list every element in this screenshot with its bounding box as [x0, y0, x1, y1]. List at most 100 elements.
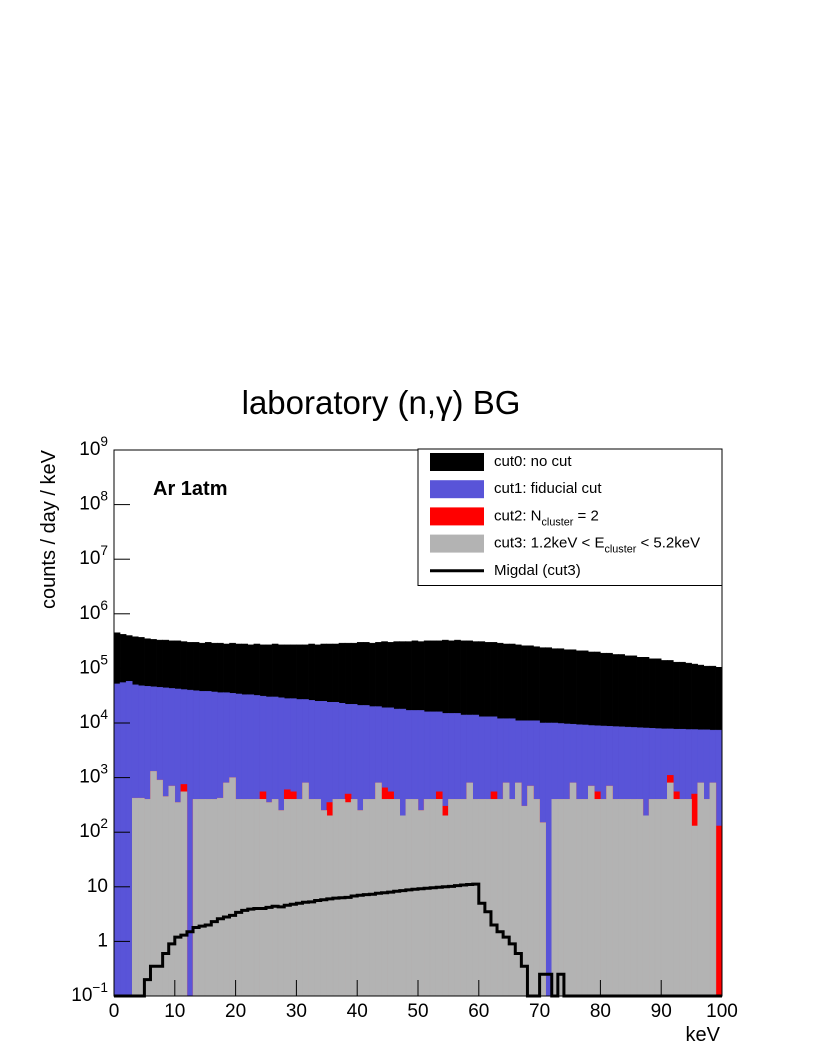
histogram-bar: [192, 799, 200, 997]
histogram-bar: [618, 799, 625, 997]
x-tick-label: 10: [164, 1001, 185, 1022]
histogram-bar: [271, 799, 279, 997]
histogram-bar: [630, 799, 638, 997]
legend-swatch: [430, 453, 484, 471]
histogram-bar: [508, 799, 516, 997]
histogram-bar: [466, 782, 473, 997]
y-tick-label: 103: [79, 762, 108, 788]
histogram-bar: [180, 791, 188, 997]
histogram-bar: [612, 799, 619, 997]
histogram-bar: [265, 802, 273, 997]
histogram-bar: [235, 799, 242, 997]
y-tick-label: 1: [97, 930, 108, 951]
histogram-bar: [369, 799, 376, 997]
histogram-bar: [326, 815, 334, 997]
legend-swatch: [430, 507, 484, 526]
histogram-bar: [198, 799, 206, 997]
histogram-bar: [697, 782, 705, 997]
histogram-bar: [545, 722, 553, 997]
histogram-bar: [709, 782, 717, 997]
histogram-bar: [460, 799, 467, 997]
histogram-bar: [399, 815, 407, 997]
x-tick-label: 60: [468, 1001, 489, 1022]
histogram-bar: [138, 797, 145, 997]
histogram-bar: [533, 799, 540, 997]
histogram-bar: [296, 799, 303, 997]
histogram-bar: [454, 799, 461, 997]
x-tick-label: 80: [590, 1001, 611, 1022]
histogram-bar: [648, 799, 656, 997]
histogram-bar: [131, 797, 139, 997]
histogram-bar: [229, 777, 236, 997]
histogram-bar: [174, 802, 182, 997]
x-tick-label: 50: [407, 1001, 428, 1022]
histogram-bar: [435, 799, 443, 997]
histogram-bar: [679, 799, 686, 997]
histogram-bar: [411, 799, 419, 997]
histogram-bar: [417, 810, 425, 997]
histogram-bar: [600, 799, 607, 997]
histogram-bar: [484, 799, 492, 997]
chart-title: laboratory (n,γ) BG: [242, 384, 521, 421]
annotation: Ar 1atm: [153, 478, 227, 500]
histogram-bar: [654, 799, 662, 997]
histogram-bar: [606, 785, 613, 997]
histogram-bar: [581, 799, 589, 997]
histogram-bar: [636, 799, 644, 997]
histogram-bar: [314, 799, 321, 997]
histogram-bar: [551, 799, 559, 997]
histogram-bar: [667, 782, 674, 997]
legend-swatch: [430, 534, 484, 553]
histogram-bar: [575, 799, 583, 997]
y-tick-label: 105: [79, 653, 108, 679]
histogram-bar: [496, 799, 504, 997]
histogram-bar: [119, 682, 127, 997]
histogram-bar: [283, 799, 291, 997]
histogram-bar: [356, 810, 364, 997]
x-tick-label: 40: [347, 1001, 368, 1022]
y-tick-label: 108: [79, 489, 108, 515]
y-tick-label: 10−1: [71, 980, 108, 1006]
histogram-bar: [363, 799, 370, 997]
legend-label: cut3: 1.2keV < Ecluster < 5.2keV: [494, 535, 700, 556]
histogram-bar: [660, 799, 668, 997]
y-axis-label: counts / day / keV: [38, 449, 60, 609]
x-tick-label: 70: [529, 1001, 550, 1022]
histogram-bar: [308, 799, 315, 997]
histogram-bar: [253, 799, 261, 997]
histogram-bar: [423, 799, 431, 997]
histogram-bar: [405, 799, 413, 997]
histogram-bar: [429, 799, 437, 997]
y-tick-label: 102: [79, 816, 108, 842]
histogram-bar: [204, 799, 212, 997]
histogram-bar: [539, 822, 546, 997]
y-tick-label: 10: [87, 876, 108, 897]
histogram-bar: [563, 799, 571, 997]
legend-label: cut2: Ncluster = 2: [494, 507, 599, 528]
histogram-bar: [211, 799, 218, 997]
y-tick-label: 104: [79, 707, 108, 733]
histogram-bar: [642, 815, 650, 997]
histogram-bar: [259, 799, 267, 997]
legend-label: cut0: no cut: [494, 453, 572, 470]
histogram-bar: [587, 785, 595, 997]
histogram-bar: [247, 799, 255, 997]
histogram-bar: [125, 681, 133, 997]
histogram-bar: [442, 815, 449, 997]
x-tick-label: 100: [706, 1001, 738, 1022]
histogram-bar: [490, 799, 498, 997]
legend-label: cut1: fiducial cut: [494, 480, 602, 497]
histogram-bar: [241, 799, 249, 997]
histogram-bar: [673, 799, 680, 997]
x-tick-label: 20: [225, 1001, 246, 1022]
histogram-bar: [527, 785, 534, 997]
histogram-bar: [217, 797, 224, 997]
x-tick-label: 90: [651, 1001, 672, 1022]
legend-swatch: [430, 480, 484, 499]
histogram-bar: [594, 799, 601, 997]
y-tick-label: 106: [79, 598, 108, 624]
histogram-bar: [150, 771, 157, 997]
histogram-bar: [223, 782, 230, 997]
histogram-bar: [277, 810, 285, 997]
